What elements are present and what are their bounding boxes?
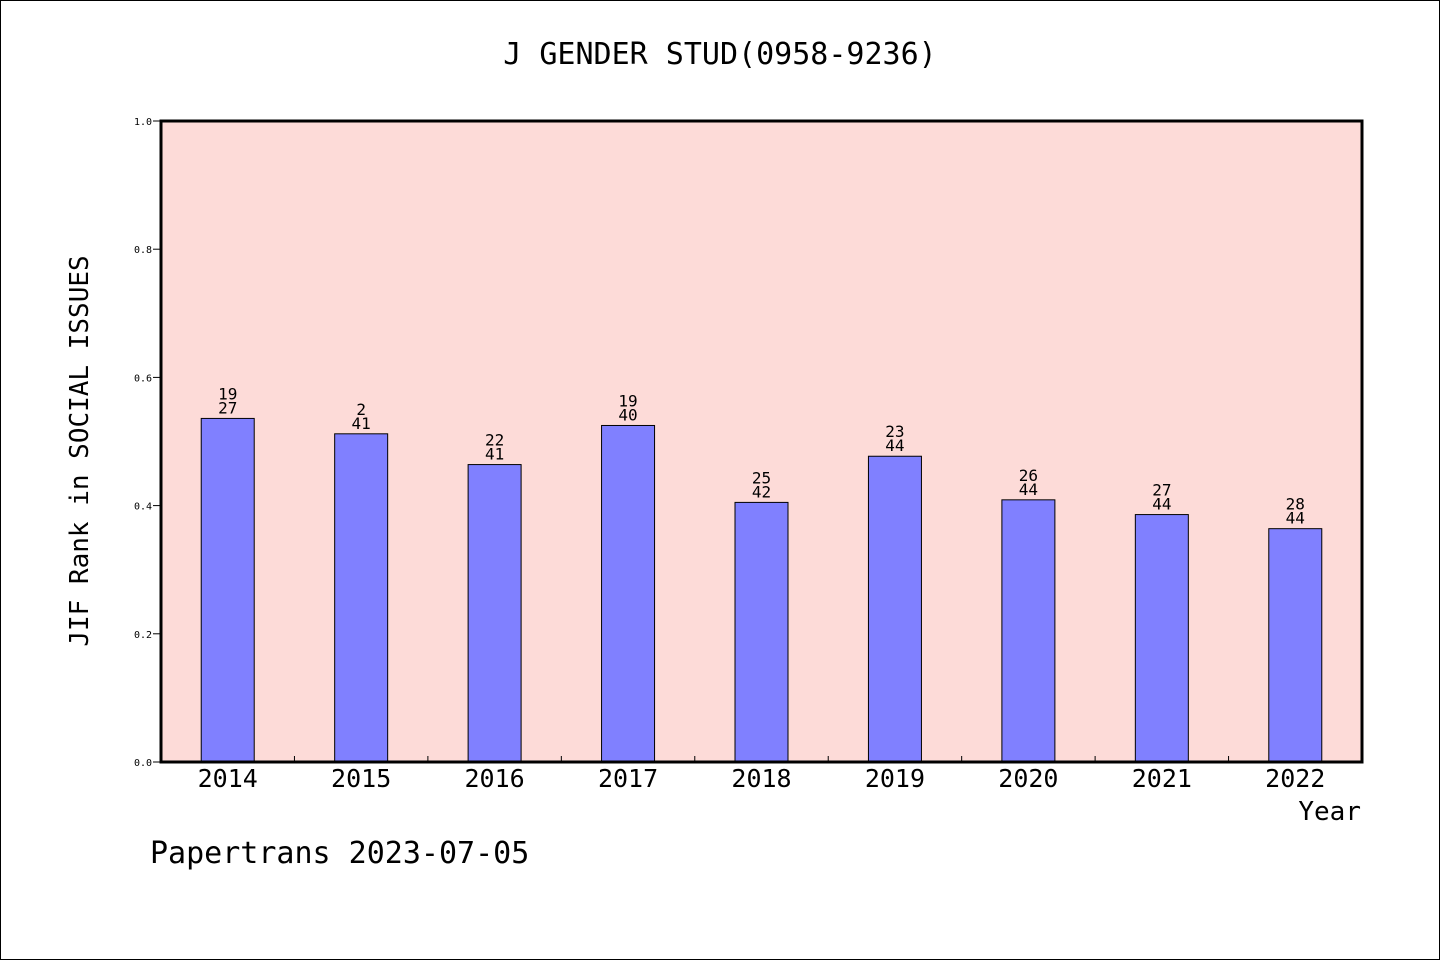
y-tick-label: 1.0 (134, 117, 152, 128)
bar (867, 455, 922, 763)
x-axis-label: Year (1298, 797, 1361, 827)
plot-border (159, 119, 1364, 764)
bar-rank-label: 19 (618, 391, 637, 410)
x-tick-label: 2016 (465, 764, 525, 793)
x-tick-label: 2020 (998, 764, 1058, 793)
bar-rank-label: 2 (356, 400, 366, 419)
y-tick-label: 0.0 (134, 758, 152, 769)
x-tick-label: 2019 (865, 764, 925, 793)
bar-rank-label: 23 (885, 422, 904, 441)
y-tick-label: 0.2 (134, 630, 152, 641)
bar-total-label: 41 (352, 414, 371, 433)
bar-total-label: 44 (1286, 509, 1305, 528)
x-tick-label: 2018 (731, 764, 791, 793)
bar-total-label: 41 (485, 445, 504, 464)
bar (467, 464, 522, 763)
x-tick-label: 2021 (1132, 764, 1192, 793)
y-tick-label: 0.8 (134, 245, 152, 256)
bar-rank-label: 28 (1286, 495, 1305, 514)
bar (1268, 528, 1323, 763)
bar (734, 501, 789, 763)
x-tick-label: 2022 (1265, 764, 1325, 793)
bar-rank-label: 22 (485, 431, 504, 450)
x-tick-label: 2014 (198, 764, 258, 793)
y-tick-label: 0.4 (134, 502, 152, 513)
bar (200, 417, 255, 763)
bar (601, 424, 656, 763)
bar-total-label: 27 (218, 398, 237, 417)
y-tick-label: 0.6 (134, 373, 152, 384)
bar-rank-label: 25 (752, 468, 771, 487)
bar-rank-label: 19 (218, 384, 237, 403)
bar (1134, 514, 1189, 763)
bar-rank-label: 26 (1019, 466, 1038, 485)
bar-total-label: 44 (1019, 480, 1038, 499)
x-tick-label: 2015 (331, 764, 391, 793)
bar-total-label: 40 (618, 405, 637, 424)
x-tick-label: 2017 (598, 764, 658, 793)
bar-total-label: 44 (1152, 495, 1171, 514)
bar (1001, 499, 1056, 763)
bar-total-label: 44 (885, 436, 904, 455)
bar (334, 433, 389, 763)
footer-credit: Papertrans 2023-07-05 (150, 836, 530, 871)
bar-rank-label: 27 (1152, 481, 1171, 500)
bar-total-label: 42 (752, 482, 771, 501)
chart-title: J GENDER STUD(0958-9236) (503, 37, 937, 72)
